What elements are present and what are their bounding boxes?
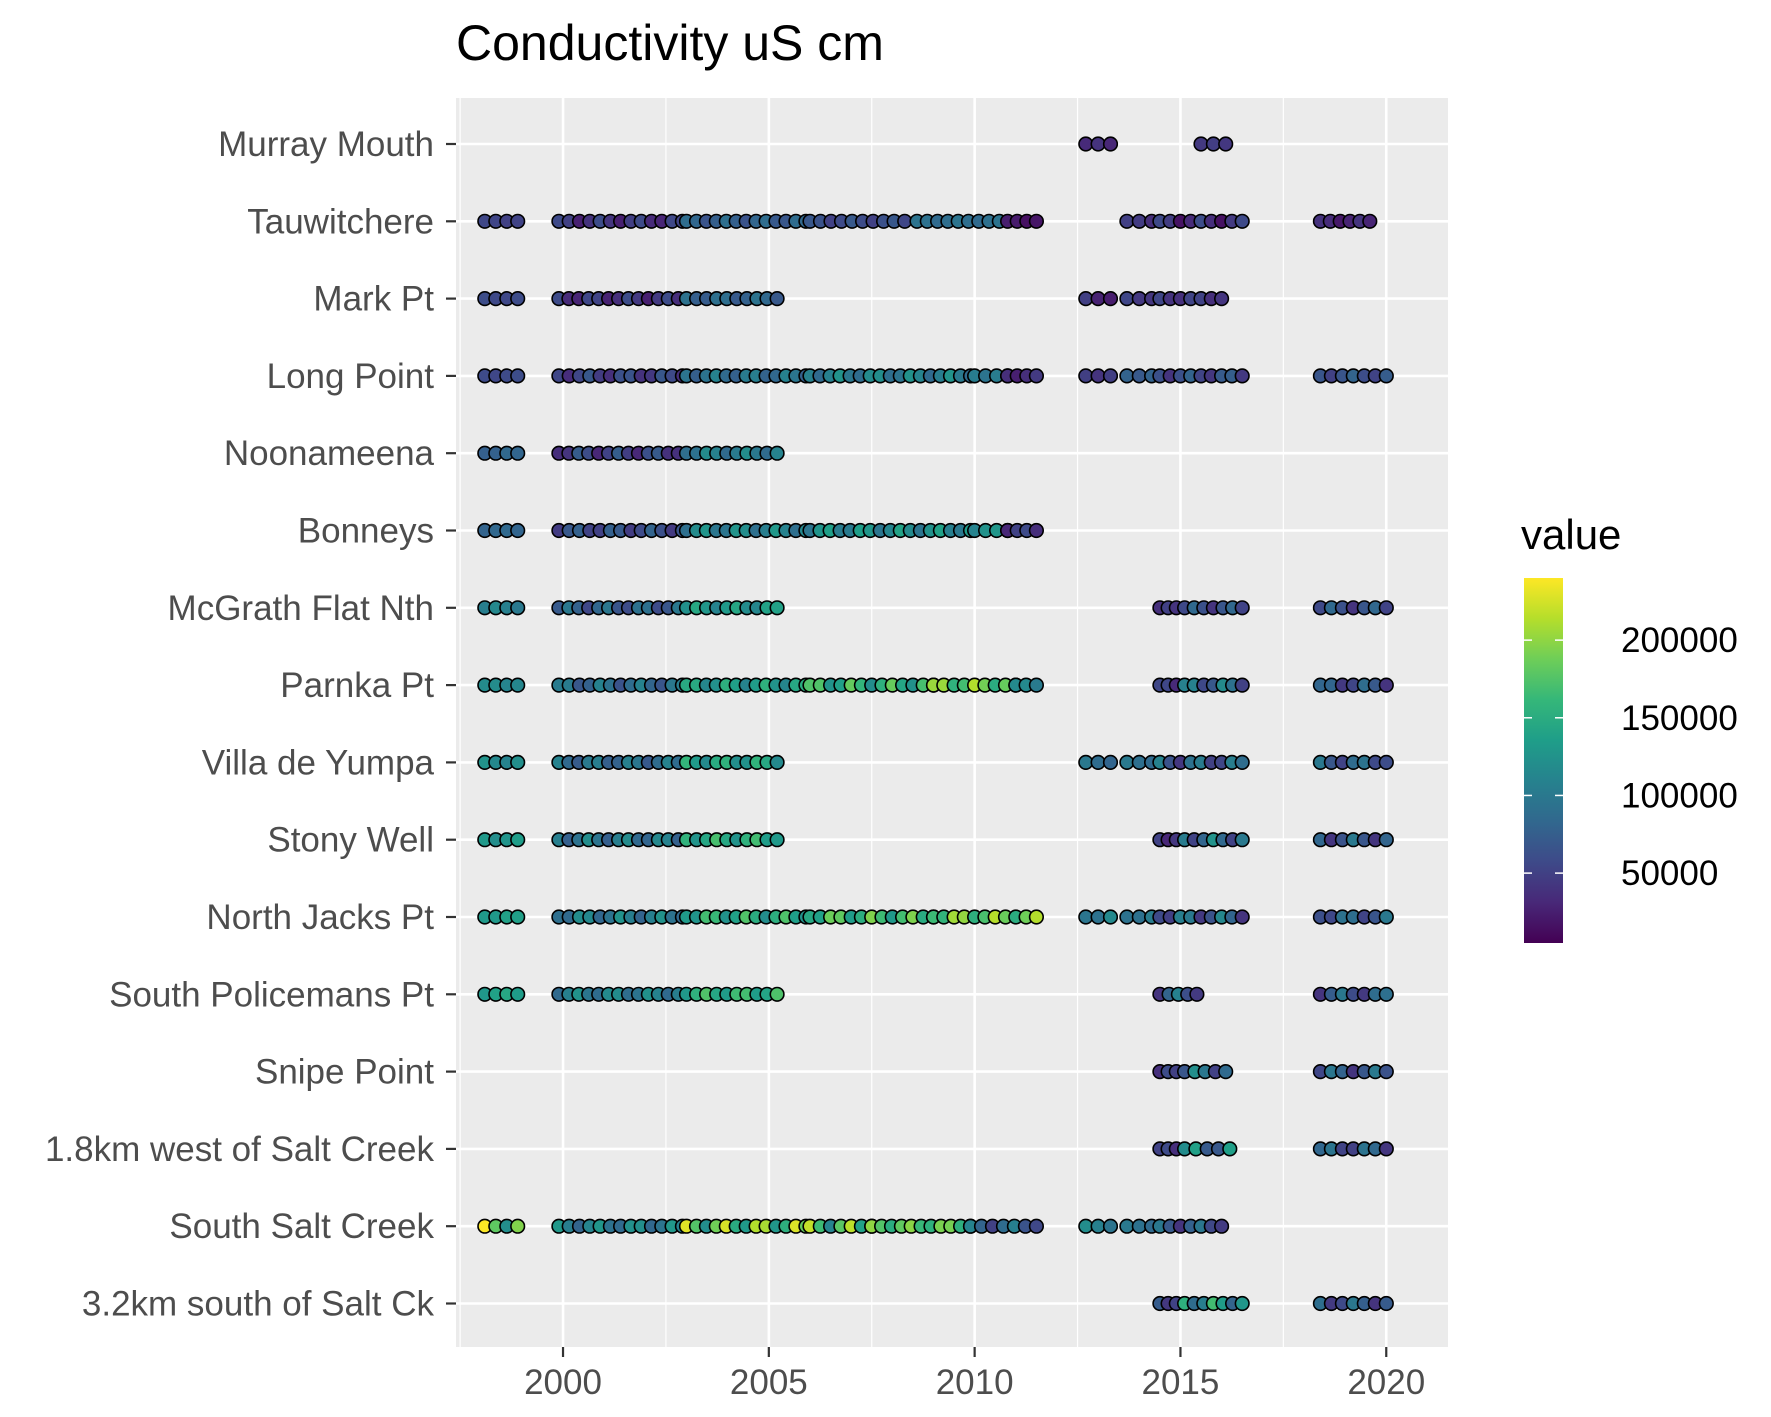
- data-point: [1362, 213, 1378, 229]
- chart-title: Conductivity uS cm: [456, 15, 884, 71]
- data-point: [769, 445, 785, 461]
- data-point: [1119, 754, 1135, 771]
- data-point: [1378, 368, 1394, 384]
- data-point: [1090, 909, 1106, 925]
- data-point: [1090, 368, 1106, 384]
- data-point: [1028, 677, 1044, 693]
- y-tick-label: South Salt Creek: [169, 1207, 434, 1246]
- data-point: [510, 1218, 526, 1234]
- y-tick-label: Villa de Yumpa: [202, 743, 435, 782]
- data-point: [1378, 1063, 1394, 1080]
- data-point: [1378, 909, 1394, 925]
- data-point: [1102, 754, 1119, 771]
- data-point: [510, 909, 526, 925]
- y-tick-label: Stony Well: [267, 821, 434, 860]
- data-point: [510, 832, 526, 848]
- data-point: [510, 445, 526, 461]
- data-point: [1090, 291, 1106, 307]
- data-point: [1119, 213, 1135, 229]
- data-point: [1193, 136, 1209, 152]
- plot-panel: [456, 98, 1448, 1347]
- data-point: [1234, 677, 1250, 693]
- data-point: [1378, 986, 1394, 1002]
- data-point: [1102, 909, 1119, 925]
- x-tick-label: 2005: [730, 1363, 808, 1402]
- y-tick-label: North Jacks Pt: [206, 898, 434, 937]
- legend-tick-label: 200000: [1621, 621, 1738, 660]
- data-point: [1218, 1063, 1234, 1080]
- data-point: [510, 522, 526, 539]
- data-point: [1119, 909, 1135, 925]
- data-point: [1028, 368, 1044, 384]
- data-point: [1234, 754, 1250, 771]
- legend-colorbar: [1524, 578, 1563, 943]
- data-point: [1378, 1141, 1394, 1157]
- y-tick-label: 3.2km south of Salt Ck: [82, 1285, 435, 1324]
- data-point: [510, 754, 526, 771]
- data-point: [1028, 1218, 1044, 1234]
- data-point: [769, 754, 785, 771]
- data-point: [1234, 600, 1250, 616]
- data-point: [1222, 1141, 1238, 1157]
- data-point: [1234, 213, 1250, 229]
- y-tick-label: South Policemans Pt: [109, 975, 434, 1014]
- data-point: [1090, 754, 1106, 771]
- data-point: [510, 368, 526, 384]
- data-point: [1234, 832, 1250, 848]
- y-tick-label: Snipe Point: [255, 1053, 434, 1092]
- data-point: [510, 986, 526, 1002]
- legend-tick-label: 100000: [1621, 776, 1738, 815]
- data-point: [1102, 368, 1119, 384]
- data-point: [510, 213, 526, 229]
- data-point: [1102, 1218, 1119, 1234]
- data-point: [769, 600, 785, 616]
- y-tick-label: Bonneys: [298, 512, 434, 551]
- data-point: [1189, 986, 1205, 1002]
- data-point: [1119, 368, 1135, 384]
- data-point: [1102, 291, 1119, 307]
- x-tick-label: 2020: [1347, 1363, 1425, 1402]
- data-point: [1234, 1295, 1250, 1312]
- data-point: [769, 291, 785, 307]
- data-point: [1234, 368, 1250, 384]
- data-point: [769, 832, 785, 848]
- legend-tick-label: 150000: [1621, 699, 1738, 738]
- data-point: [1378, 754, 1394, 771]
- data-point: [510, 291, 526, 307]
- data-point: [1090, 136, 1106, 152]
- y-tick-label: Tauwitchere: [247, 202, 434, 241]
- x-tick-label: 2000: [524, 1363, 602, 1402]
- data-point: [1378, 600, 1394, 616]
- data-point: [510, 677, 526, 693]
- y-tick-label: Murray Mouth: [218, 125, 434, 164]
- data-point: [1028, 522, 1044, 539]
- x-tick-label: 2015: [1142, 1363, 1220, 1402]
- y-tick-label: McGrath Flat Nth: [168, 589, 434, 628]
- data-point: [1028, 909, 1044, 925]
- data-point: [1028, 213, 1044, 229]
- data-point: [1218, 136, 1234, 152]
- legend-tick-label: 50000: [1621, 854, 1718, 893]
- y-tick-label: Noonameena: [224, 434, 435, 473]
- y-tick-label: Long Point: [267, 357, 435, 396]
- data-point: [1102, 136, 1119, 152]
- data-point: [1090, 1218, 1106, 1234]
- data-point: [1378, 832, 1394, 848]
- data-point: [1378, 677, 1394, 693]
- data-point: [769, 986, 785, 1002]
- data-point: [1213, 291, 1230, 307]
- y-tick-label: 1.8km west of Salt Creek: [45, 1130, 435, 1169]
- data-point: [1234, 909, 1250, 925]
- data-point: [1213, 1218, 1230, 1234]
- y-tick-label: Parnka Pt: [280, 666, 434, 705]
- data-point: [1119, 291, 1135, 307]
- legend-title: value: [1521, 511, 1621, 558]
- y-tick-label: Mark Pt: [313, 280, 434, 319]
- data-point: [1119, 1218, 1135, 1234]
- data-point: [510, 600, 526, 616]
- data-point: [1378, 1295, 1394, 1312]
- x-tick-label: 2010: [936, 1363, 1014, 1402]
